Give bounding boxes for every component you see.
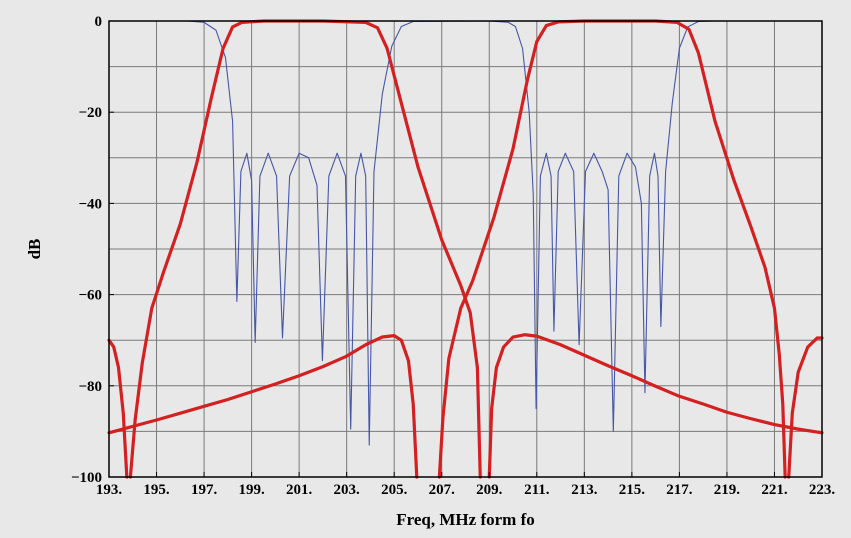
y-tick-label: −40	[78, 196, 102, 212]
filter-1-reflection-line	[108, 20, 823, 446]
x-tick-label: 215.	[619, 482, 646, 498]
filter-1-transmission-line	[107, 334, 419, 479]
x-tick-label: 205.	[381, 482, 408, 498]
filter-1-transmission-line	[107, 338, 129, 479]
filter-2-transmission-line	[787, 336, 824, 479]
y-tick-label: −80	[78, 379, 102, 395]
y-tick-label: −100	[71, 470, 102, 486]
x-tick-label: 207.	[429, 482, 456, 498]
x-tick-label: 209.	[476, 482, 503, 498]
x-axis-label: Freq, MHz form fo	[396, 510, 534, 529]
x-tick-label: 211.	[524, 482, 550, 498]
y-axis-ticks: 0 −20 −40 −60 −80 −100	[71, 14, 114, 486]
x-tick-label: 221.	[761, 482, 788, 498]
x-tick-label: 193.	[96, 482, 123, 498]
y-axis-label: dB	[25, 239, 44, 260]
x-tick-label: 197.	[191, 482, 218, 498]
y-tick-label: 0	[95, 14, 103, 30]
x-axis-ticks: 193. 195. 197. 199. 201. 203. 205. 207. 209. 211.…	[96, 472, 836, 498]
x-tick-label: 217.	[666, 482, 693, 498]
x-tick-label: 201.	[286, 482, 313, 498]
filter-2-transmission-line	[487, 333, 824, 479]
x-tick-label: 213.	[571, 482, 598, 498]
x-tick-label: 195.	[143, 482, 170, 498]
y-tick-label: −60	[78, 288, 102, 304]
x-tick-label: 199.	[238, 482, 265, 498]
x-tick-label: 203.	[334, 482, 361, 498]
y-tick-label: −20	[78, 105, 102, 121]
plot-frame	[108, 20, 823, 478]
x-tick-label: 219.	[714, 482, 741, 498]
x-tick-label: 223.	[809, 482, 836, 498]
